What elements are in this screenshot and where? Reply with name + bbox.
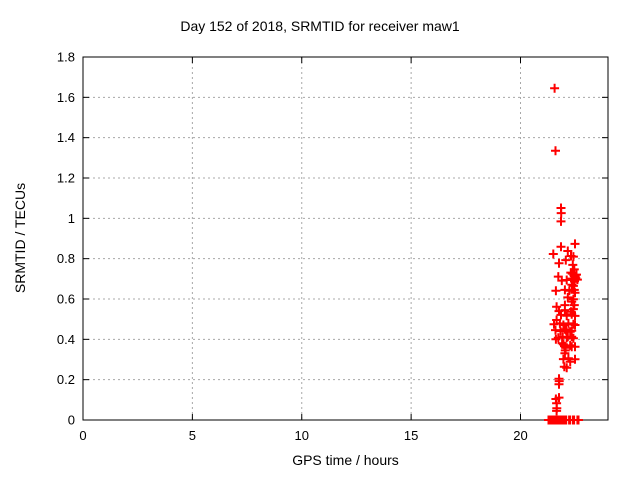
x-axis-label: GPS time / hours	[292, 452, 399, 468]
chart-title: Day 152 of 2018, SRMTID for receiver maw…	[180, 18, 460, 34]
y-axis-label: SRMTID / TECUs	[12, 182, 28, 294]
data-points	[544, 83, 583, 425]
x-tick-label: 20	[513, 428, 527, 443]
y-tick-label: 0.8	[57, 251, 75, 266]
y-tick-label: 1.4	[57, 130, 75, 145]
x-tick-label: 15	[404, 428, 418, 443]
x-tick-label: 10	[295, 428, 309, 443]
x-tick-label: 5	[189, 428, 196, 443]
y-tick-label: 0.4	[57, 332, 75, 347]
plot-border	[82, 56, 609, 421]
y-tick-label: 0.2	[57, 372, 75, 387]
y-tick-label: 1.6	[57, 90, 75, 105]
y-tick-label: 0.6	[57, 292, 75, 307]
y-tick-label: 1.2	[57, 171, 75, 186]
y-tick-label: 1.8	[57, 50, 75, 65]
y-tick-label: 1	[68, 211, 75, 226]
x-tick-label: 0	[79, 428, 86, 443]
y-tick-label: 0	[68, 413, 75, 428]
